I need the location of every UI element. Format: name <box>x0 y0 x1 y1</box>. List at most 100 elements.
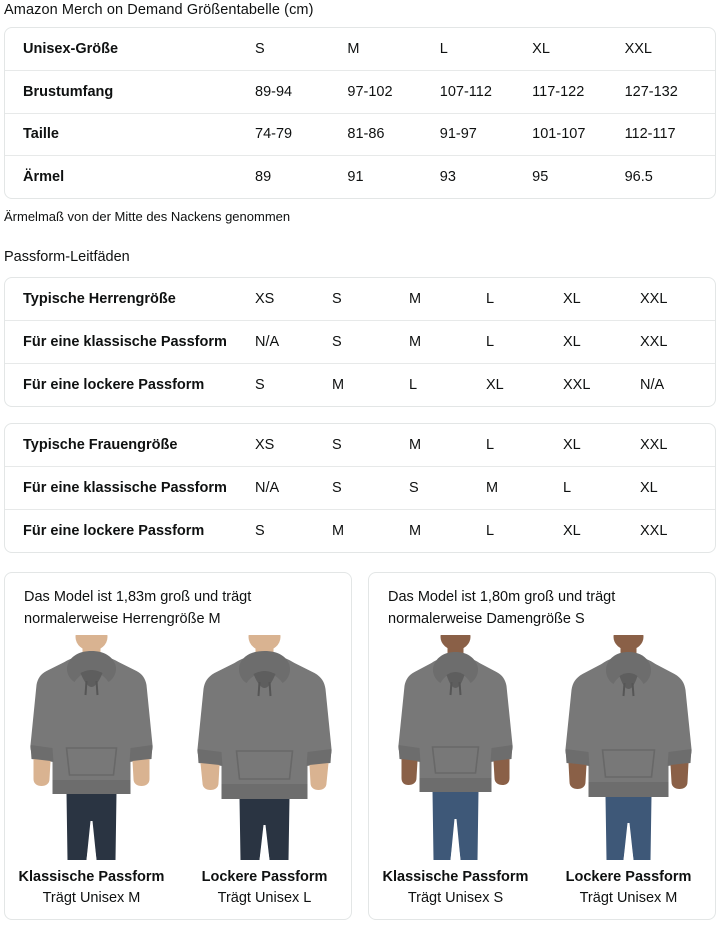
model-card-women: Das Model ist 1,80m groß und trägt norma… <box>368 572 716 920</box>
cell: M <box>409 437 422 453</box>
cell: L <box>486 508 563 552</box>
cell: N/A <box>640 362 715 406</box>
row-label: Für eine klassische Passform <box>5 320 255 363</box>
mens-fit-table: Typische Herrengröße XS S M L XL XXL Für… <box>4 277 716 407</box>
cell: 127-132 <box>624 70 715 113</box>
cell: M <box>347 41 360 57</box>
cell: 112-117 <box>624 112 715 156</box>
cell: XL <box>563 320 640 363</box>
cell: 91-97 <box>439 112 533 156</box>
unisex-size-table: Unisex-Größe S M L XL XXL Brustumfang 89… <box>4 27 716 199</box>
fit-label-classic-women: Klassische Passform Trägt Unisex S <box>369 867 542 909</box>
cell: XL <box>486 362 563 406</box>
cell: M <box>409 291 422 307</box>
model-caption: Das Model ist 1,80m groß und trägt norma… <box>388 589 616 627</box>
cell: L <box>409 362 486 406</box>
cell: L <box>563 466 640 509</box>
table-row: Typische Herrengröße XS S M L XL XXL <box>5 278 715 321</box>
cell: XXL <box>640 291 668 307</box>
cell: XS <box>255 291 275 307</box>
sleeve-measurement-note: Ärmelmaß von der Mitte des Nackens genom… <box>4 209 291 224</box>
fit-wears: Trägt Unisex M <box>579 890 678 906</box>
model-figure-classic-fit-men <box>5 635 178 860</box>
fit-wears: Trägt Unisex S <box>407 890 504 906</box>
row-label: Für eine lockere Passform <box>5 508 255 552</box>
model-fit-labels: Klassische Passform Trägt Unisex M Locke… <box>5 867 351 909</box>
table-row: Unisex-Größe S M L XL XXL <box>5 28 715 71</box>
row-label: Unisex-Größe <box>23 41 119 57</box>
cell: M <box>332 508 409 552</box>
cell: N/A <box>255 320 332 363</box>
fit-name: Lockere Passform <box>201 869 328 885</box>
row-label: Typische Herrengröße <box>23 291 176 307</box>
table-row: Für eine klassische Passform N/A S S M L… <box>5 466 715 509</box>
row-label: Ärmel <box>5 155 255 198</box>
cell: 89-94 <box>255 70 348 113</box>
table-row: Taille 74-79 81-86 91-97 101-107 112-117 <box>5 112 715 156</box>
cell: 107-112 <box>439 70 533 113</box>
model-figure-classic-fit-women <box>369 635 542 860</box>
cell: M <box>486 466 563 509</box>
fit-label-classic-men: Klassische Passform Trägt Unisex M <box>5 867 178 909</box>
cell: S <box>255 508 332 552</box>
model-card-men: Das Model ist 1,83m groß und trägt norma… <box>4 572 352 920</box>
table-row: Ärmel 89 91 93 95 96.5 <box>5 155 715 198</box>
page-title: Amazon Merch on Demand Größentabelle (cm… <box>4 2 314 18</box>
fit-name: Lockere Passform <box>565 869 692 885</box>
cell: S <box>332 320 409 363</box>
cell: XL <box>563 291 581 307</box>
fit-name: Klassische Passform <box>382 869 529 885</box>
model-figures <box>369 635 715 860</box>
fit-name: Klassische Passform <box>18 869 165 885</box>
cell: XL <box>532 41 550 57</box>
cell: XXL <box>563 362 640 406</box>
cell: 91 <box>347 155 440 198</box>
row-label: Taille <box>5 112 255 156</box>
cell: XXL <box>640 508 715 552</box>
fit-guides-heading: Passform-Leitfäden <box>4 249 130 265</box>
fit-label-relaxed-men: Lockere Passform Trägt Unisex L <box>178 867 351 909</box>
row-label: Für eine klassische Passform <box>5 466 255 509</box>
row-label: Typische Frauengröße <box>23 437 178 453</box>
table-row: Brustumfang 89-94 97-102 107-112 117-122… <box>5 70 715 113</box>
table-row: Für eine klassische Passform N/A S M L X… <box>5 320 715 363</box>
female-model-hoodie-relaxed-image <box>542 635 715 860</box>
cell: S <box>255 41 265 57</box>
cell: S <box>409 466 486 509</box>
cell: S <box>255 362 332 406</box>
cell: L <box>439 41 448 57</box>
womens-fit-table: Typische Frauengröße XS S M L XL XXL Für… <box>4 423 716 553</box>
cell: 81-86 <box>347 112 440 156</box>
cell: S <box>332 437 342 453</box>
model-figures <box>5 635 351 860</box>
fit-label-relaxed-women: Lockere Passform Trägt Unisex M <box>542 867 715 909</box>
table-row: Für eine lockere Passform S M L XL XXL N… <box>5 362 715 406</box>
model-fit-labels: Klassische Passform Trägt Unisex S Locke… <box>369 867 715 909</box>
cell: XL <box>563 437 581 453</box>
cell: XXL <box>624 41 652 57</box>
cell: L <box>486 320 563 363</box>
model-figure-relaxed-fit-women <box>542 635 715 860</box>
row-label: Für eine lockere Passform <box>5 362 255 406</box>
cell: S <box>332 291 342 307</box>
cell: 95 <box>532 155 625 198</box>
cell: S <box>332 466 409 509</box>
cell: M <box>409 320 486 363</box>
cell: M <box>332 362 409 406</box>
cell: XS <box>255 437 275 453</box>
cell: L <box>486 291 495 307</box>
cell: L <box>486 437 495 453</box>
cell: 101-107 <box>532 112 625 156</box>
male-model-hoodie-relaxed-image <box>178 635 351 860</box>
fit-wears: Trägt Unisex L <box>217 890 312 906</box>
cell: N/A <box>255 466 332 509</box>
cell: XL <box>563 508 640 552</box>
cell: 89 <box>255 155 348 198</box>
male-model-hoodie-classic-image <box>5 635 178 860</box>
cell: 117-122 <box>532 70 625 113</box>
cell: XL <box>640 466 715 509</box>
female-model-hoodie-classic-image <box>369 635 542 860</box>
fit-wears: Trägt Unisex M <box>42 890 141 906</box>
row-label: Brustumfang <box>5 70 255 113</box>
